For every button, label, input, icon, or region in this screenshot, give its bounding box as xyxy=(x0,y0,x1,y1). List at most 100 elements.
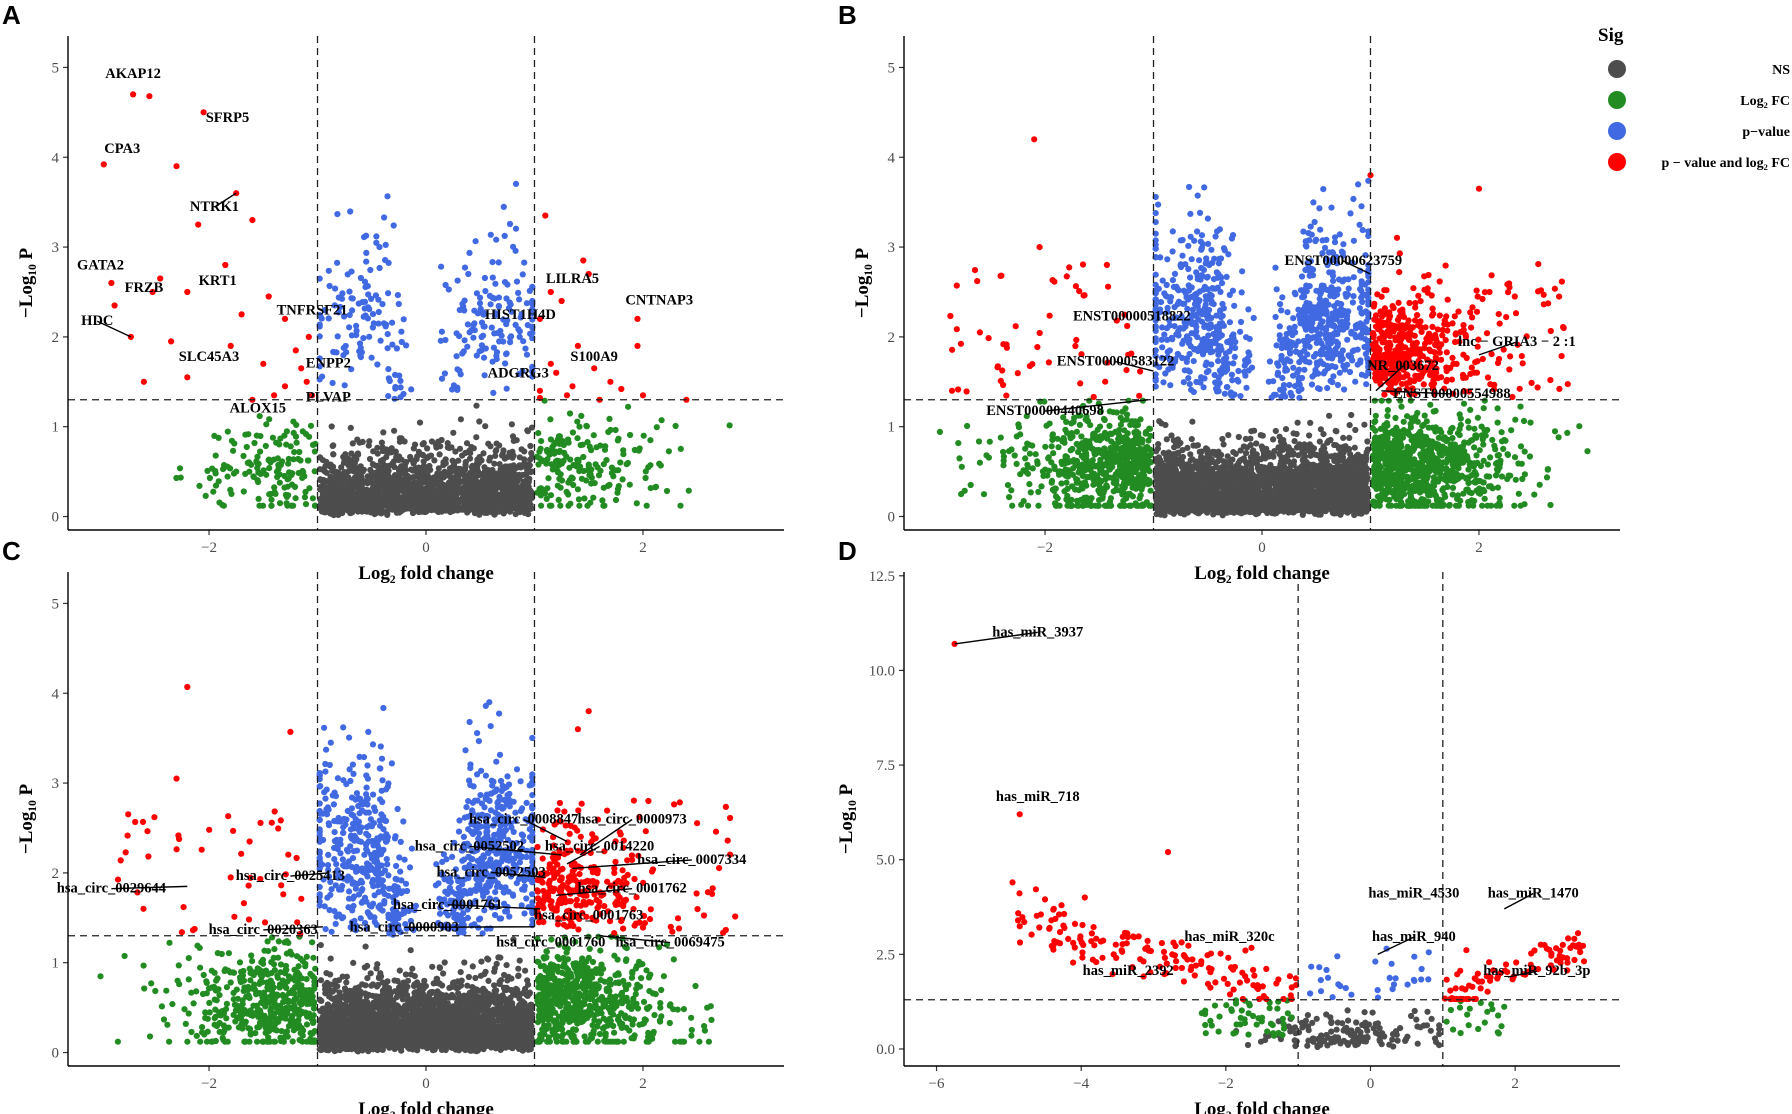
data-point xyxy=(276,500,284,507)
data-point xyxy=(619,476,626,483)
data-point xyxy=(411,441,419,448)
data-point xyxy=(542,212,549,219)
data-point xyxy=(1242,435,1249,442)
y-tick-label-b: 4 xyxy=(888,150,896,166)
data-point xyxy=(1361,421,1368,428)
data-point xyxy=(390,222,397,229)
data-point xyxy=(523,300,531,307)
data-point xyxy=(302,501,310,508)
gene-label: PLVAP xyxy=(306,390,351,406)
data-point xyxy=(266,465,273,472)
data-point xyxy=(512,225,520,232)
data-point xyxy=(1340,434,1347,441)
data-point xyxy=(321,468,329,475)
data-point xyxy=(521,259,528,266)
data-point xyxy=(663,487,671,495)
gene-label: SLC45A3 xyxy=(179,349,239,365)
data-point xyxy=(575,458,582,465)
data-point xyxy=(303,378,310,385)
x-tick-label-b: 0 xyxy=(1258,540,1266,556)
data-point xyxy=(283,441,290,448)
data-point xyxy=(518,446,525,453)
data-point xyxy=(403,479,410,486)
data-point xyxy=(542,490,549,497)
data-point xyxy=(224,473,231,480)
data-point xyxy=(372,469,379,476)
data-point xyxy=(460,490,468,497)
data-point xyxy=(1248,428,1255,435)
data-point xyxy=(451,504,458,511)
data-point xyxy=(507,463,514,470)
data-point xyxy=(466,249,473,256)
data-point xyxy=(1364,438,1371,445)
data-point xyxy=(547,492,555,499)
data-point xyxy=(251,439,258,447)
data-point xyxy=(376,264,383,272)
data-point xyxy=(427,466,434,473)
data-point xyxy=(553,462,561,469)
data-point xyxy=(388,449,395,456)
data-point xyxy=(168,338,175,345)
data-point xyxy=(250,473,257,480)
gene-label: AKAP12 xyxy=(105,66,161,82)
data-point xyxy=(508,421,515,428)
data-point xyxy=(1163,436,1170,443)
data-point xyxy=(558,297,565,305)
data-point xyxy=(393,509,400,516)
data-point xyxy=(375,320,382,327)
data-point xyxy=(470,445,477,452)
data-point xyxy=(726,422,733,429)
data-point xyxy=(480,450,487,457)
data-point xyxy=(389,341,396,348)
data-point xyxy=(618,385,625,393)
y-tick-label-b: 2 xyxy=(888,330,896,346)
data-point xyxy=(535,430,542,437)
gene-label: CNTNAP3 xyxy=(625,293,693,309)
data-point xyxy=(296,448,303,456)
data-point xyxy=(358,482,365,489)
data-point xyxy=(382,323,389,330)
y-tick-label-b: 3 xyxy=(888,240,896,256)
data-point xyxy=(394,292,401,299)
data-point xyxy=(625,403,632,410)
data-point xyxy=(425,490,432,498)
data-point xyxy=(332,285,339,292)
data-point xyxy=(334,211,341,218)
gene-label: SFRP5 xyxy=(206,110,250,126)
gene-label: KRT1 xyxy=(199,273,237,289)
data-point xyxy=(349,307,356,314)
data-point xyxy=(1295,452,1302,459)
data-point xyxy=(526,287,533,294)
data-point xyxy=(323,458,330,465)
data-point xyxy=(484,509,491,516)
data-point xyxy=(227,486,234,493)
x-axis-title-b: Log₂ fold change xyxy=(1194,563,1330,584)
data-point xyxy=(346,324,353,331)
data-point xyxy=(477,305,484,312)
data-point xyxy=(210,488,217,495)
data-point xyxy=(515,326,522,333)
gene-label: HDC xyxy=(81,313,113,329)
data-point xyxy=(1270,453,1277,460)
data-point xyxy=(301,473,308,480)
data-point xyxy=(309,495,316,502)
data-point xyxy=(456,306,463,314)
data-point xyxy=(395,485,402,492)
data-point xyxy=(342,451,349,458)
data-point xyxy=(326,282,333,290)
data-point xyxy=(1319,463,1327,470)
data-point xyxy=(331,349,338,356)
data-point xyxy=(1307,419,1314,426)
data-point xyxy=(410,460,417,467)
data-point xyxy=(626,481,633,488)
data-point xyxy=(587,471,594,478)
data-point xyxy=(263,471,270,478)
data-point xyxy=(306,433,313,440)
data-point xyxy=(416,472,423,479)
data-point xyxy=(478,333,485,341)
data-point xyxy=(230,447,237,454)
data-point xyxy=(392,385,399,392)
data-point xyxy=(438,436,445,444)
data-point xyxy=(445,286,452,293)
